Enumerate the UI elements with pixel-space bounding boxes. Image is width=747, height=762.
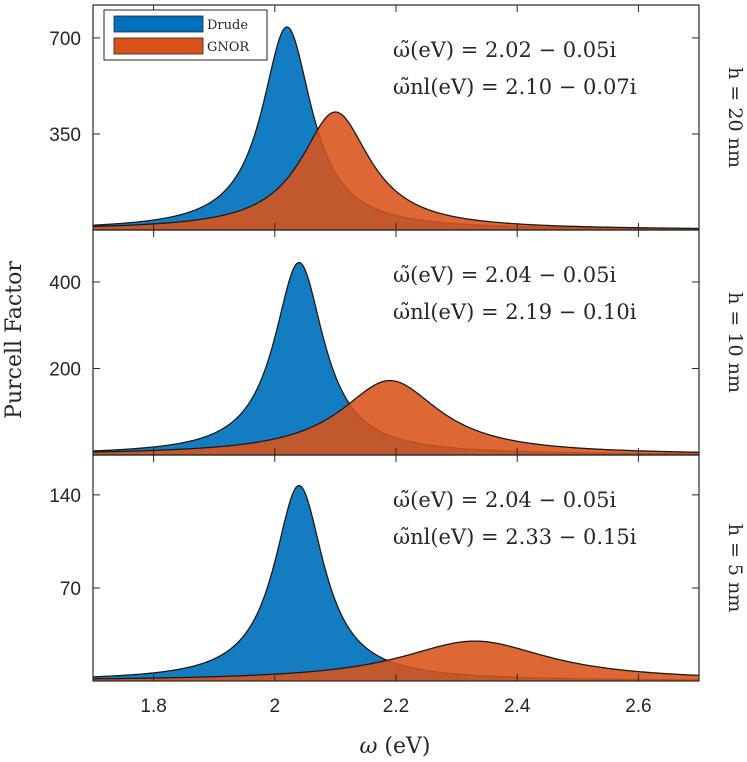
annotation-drude: ω̃(eV) = 2.04 − 0.05i — [393, 488, 617, 512]
panel-label: h = 10 nm — [724, 292, 746, 393]
panel-1: 350 700 h = 20 nm ω̃(eV) = 2.02 − 0.05i ω̃nl… — [49, 4, 746, 231]
y-tick-label: 140 — [49, 486, 81, 507]
x-tick-label: 2.2 — [383, 696, 409, 717]
annotation-gnor: ω̃nl(eV) = 2.33 − 0.15i — [393, 525, 637, 549]
area-gnor — [93, 112, 699, 230]
area-gnor — [93, 380, 699, 455]
legend: Drude GNOR — [103, 9, 268, 61]
legend-label-gnor: GNOR — [207, 40, 250, 55]
plot-area — [93, 261, 699, 455]
annotation-gnor: ω̃nl(eV) = 2.19 − 0.10i — [393, 300, 637, 324]
legend-swatch-drude — [113, 15, 204, 33]
y-tick-label: 400 — [49, 273, 81, 294]
area-gnor — [93, 641, 699, 681]
curve-gnor — [93, 379, 699, 453]
panel-label: h = 20 nm — [724, 67, 746, 168]
y-tick-label: 700 — [49, 29, 81, 50]
y-tick-label: 70 — [60, 579, 81, 600]
legend-label-drude: Drude — [207, 18, 248, 33]
y-tick-label: 350 — [49, 125, 81, 146]
x-tick-label: 2.6 — [625, 696, 651, 717]
plot-area — [93, 484, 699, 681]
plot-area — [93, 26, 699, 230]
y-tick-label: 200 — [49, 359, 81, 380]
annotation-gnor: ω̃nl(eV) = 2.10 − 0.07i — [393, 75, 637, 99]
area-drude — [93, 485, 699, 681]
panel-3: 70 140 h = 5 nm ω̃(eV) = 2.04 − 0.05i ω̃nl(e… — [49, 454, 746, 682]
curve-gnor — [93, 640, 699, 680]
annotation-drude: ω̃(eV) = 2.02 − 0.05i — [393, 38, 617, 62]
x-axis-title: ω (eV) — [359, 734, 430, 759]
area-drude — [93, 27, 699, 230]
x-tick-label: 2 — [270, 696, 281, 717]
panel-label: h = 5 nm — [724, 524, 746, 613]
annotation-drude: ω̃(eV) = 2.04 − 0.05i — [393, 263, 617, 287]
legend-swatch-gnor — [113, 37, 204, 55]
panel-2: 200 400 h = 10 nm ω̃(eV) = 2.04 − 0.05i ω̃nl… — [49, 229, 746, 456]
x-tick-label: 1.8 — [140, 696, 166, 717]
curve-gnor — [93, 111, 699, 230]
panels-layer: 350 700 h = 20 nm ω̃(eV) = 2.02 − 0.05i ω̃nl… — [49, 4, 746, 717]
y-axis-title: Purcell Factor — [2, 261, 27, 419]
curve-drude — [93, 484, 699, 681]
x-tick-label: 2.4 — [504, 696, 531, 717]
